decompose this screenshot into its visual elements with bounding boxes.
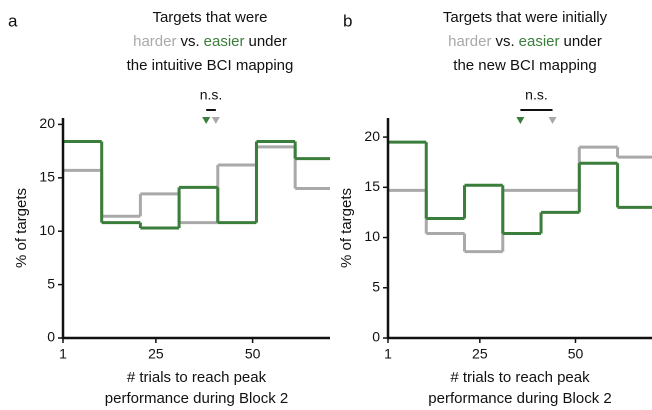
title-word: vs. <box>495 33 514 50</box>
x-axis-label: performance during Block 2 <box>428 390 611 407</box>
y-tick-label: 5 <box>47 275 55 291</box>
x-axis-label: performance during Block 2 <box>105 390 288 407</box>
title-word: harder <box>133 33 176 50</box>
title-line: harder vs. easier under <box>133 33 287 50</box>
significance-label: n.s. <box>200 87 223 103</box>
y-tick-label: 10 <box>364 228 380 244</box>
x-tick-label: 50 <box>568 346 584 362</box>
x-axis-label: # trials to reach peak <box>127 369 267 386</box>
title-line: the new BCI mapping <box>453 57 596 74</box>
title-line: the intuitive BCI mapping <box>127 57 294 74</box>
title-word: easier <box>519 33 560 50</box>
title-line: Targets that were initially <box>443 9 608 26</box>
median-marker <box>516 117 525 124</box>
title-line: Targets that were <box>152 9 267 26</box>
title-word: harder <box>448 33 491 50</box>
x-axis-label: # trials to reach peak <box>450 369 590 386</box>
title-word: easier <box>204 33 245 50</box>
title-word: under <box>249 33 287 50</box>
median-marker <box>548 117 557 124</box>
y-tick-label: 15 <box>39 169 55 185</box>
y-axis-label: % of targets <box>338 188 355 268</box>
y-tick-label: 20 <box>39 115 55 131</box>
x-tick-label: 50 <box>245 346 261 362</box>
title-line: harder vs. easier under <box>448 33 602 50</box>
y-tick-label: 0 <box>372 329 380 345</box>
median-marker <box>202 117 211 124</box>
y-axis-label: % of targets <box>13 188 30 268</box>
panel-label: b <box>343 11 352 30</box>
y-tick-label: 20 <box>364 128 380 144</box>
title-word: under <box>564 33 602 50</box>
x-tick-label: 1 <box>59 346 67 362</box>
significance-label: n.s. <box>525 87 548 103</box>
x-tick-label: 25 <box>472 346 488 362</box>
y-tick-label: 5 <box>372 278 380 294</box>
median-marker <box>211 117 220 124</box>
title-word: vs. <box>180 33 199 50</box>
y-tick-label: 10 <box>39 222 55 238</box>
x-tick-label: 1 <box>384 346 392 362</box>
y-tick-label: 15 <box>364 178 380 194</box>
x-tick-label: 25 <box>148 346 164 362</box>
y-tick-label: 0 <box>47 329 55 345</box>
panel-label: a <box>8 11 18 30</box>
